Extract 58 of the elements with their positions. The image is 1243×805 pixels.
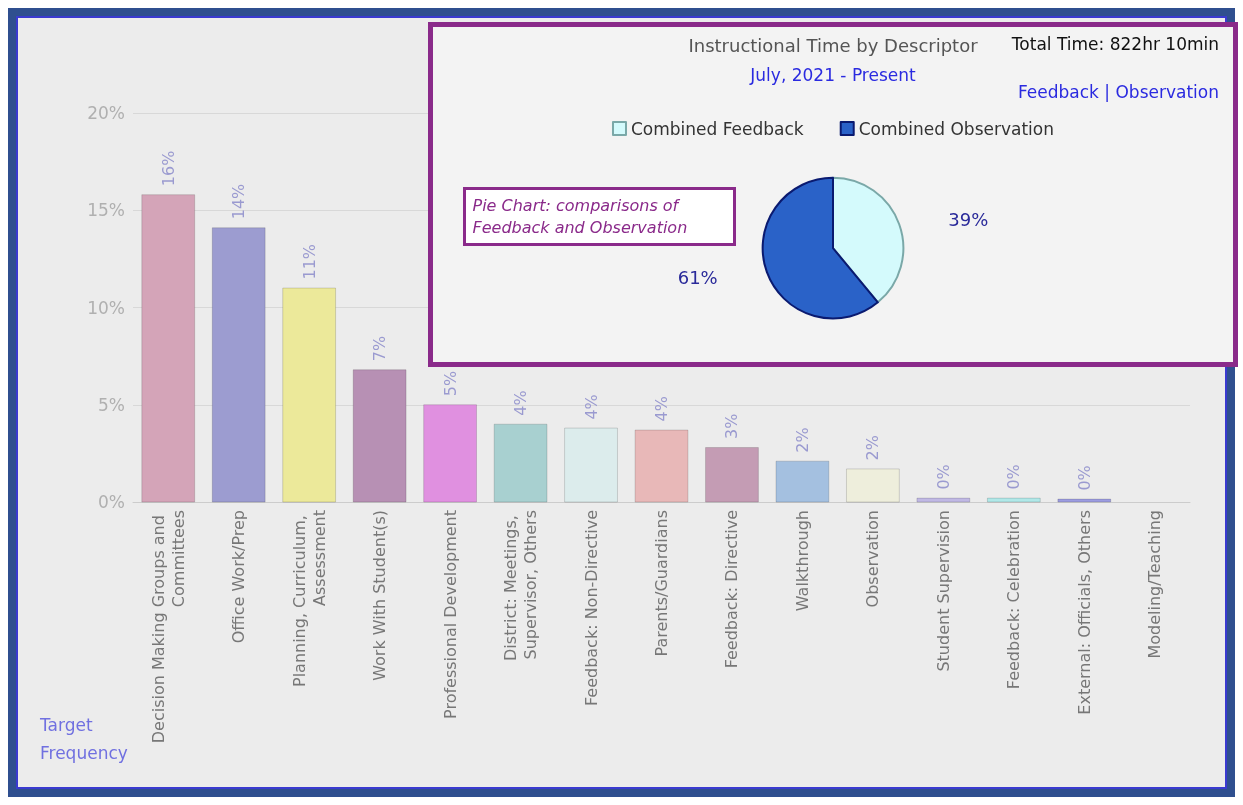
bar <box>141 194 196 503</box>
x-tick-label: District: Meetings, Supervisor, Others <box>501 510 541 661</box>
legend-label: Combined Observation <box>858 118 1055 139</box>
x-tick-label: Observation <box>863 510 883 608</box>
data-label: 0% <box>1004 464 1024 490</box>
x-tick-label: Professional Development <box>440 510 460 719</box>
bar <box>986 497 1041 503</box>
text: Target Frequency <box>39 715 128 763</box>
chart-subtitle: July, 2021 - Present <box>749 64 917 85</box>
bar <box>916 497 971 503</box>
bar <box>282 287 337 503</box>
x-tick-label: Decision Making Groups and Committees <box>148 510 188 744</box>
x-tick-label: Parents/Guardians <box>652 510 671 657</box>
y-tick-label: 5% <box>98 394 125 415</box>
x-tick-label: Modeling/Teaching <box>1145 510 1165 659</box>
data-label: 0% <box>933 464 953 490</box>
x-tick-label: Walkthrough <box>792 510 812 612</box>
data-label: 4% <box>652 396 671 422</box>
data-label: 4% <box>511 390 531 416</box>
data-label: 4% <box>581 394 601 420</box>
data-label: 2% <box>863 435 883 461</box>
legend-label: Combined Feedback <box>630 118 804 139</box>
bar <box>705 447 759 503</box>
y-tick-label: 20% <box>87 103 125 123</box>
bar <box>1057 498 1112 503</box>
x-tick-label: Work With Student(s) <box>370 510 390 681</box>
text: Feedback | Observation <box>1017 81 1219 102</box>
x-tick-label: Office Work/Prep <box>229 510 249 644</box>
bar <box>634 429 689 503</box>
data-label: 7% <box>370 335 390 362</box>
bar <box>845 468 900 503</box>
data-label: 5% <box>440 370 460 397</box>
y-tick-label: 0% <box>98 492 125 512</box>
bar <box>423 404 478 503</box>
data-label: 2% <box>792 427 812 453</box>
data-label: 3% <box>722 413 742 440</box>
annotation: Pie Chart: comparisons of Feedback and Observation <box>472 196 688 237</box>
data-label: 0% <box>1074 465 1094 491</box>
x-tick-label: External: Officials, Others <box>1074 510 1094 715</box>
chart-title: Instructional Time by Descriptor <box>688 34 979 56</box>
x-tick-label: Planning, Curriculum, Assessment <box>289 510 329 688</box>
data-label: 11% <box>299 243 319 280</box>
y-tick-label: 10% <box>87 297 125 318</box>
y-tick-label: 15% <box>87 200 125 221</box>
x-tick-label: Student Supervision <box>933 510 953 672</box>
x-tick-label: Feedback: Directive <box>722 510 742 669</box>
x-tick-label: Feedback: Non-Directive <box>581 510 601 707</box>
bar <box>211 227 266 503</box>
bar <box>564 427 618 503</box>
data-label: 39% <box>948 208 989 230</box>
data-label: 61% <box>677 266 718 288</box>
text: Total Time: 822hr 10min <box>1010 33 1220 54</box>
bar <box>775 460 830 503</box>
bar <box>493 423 548 503</box>
bar <box>352 369 407 503</box>
data-label: 14% <box>229 183 249 220</box>
x-tick-label: Feedback: Celebration <box>1004 510 1024 690</box>
data-label: 16% <box>158 150 178 187</box>
